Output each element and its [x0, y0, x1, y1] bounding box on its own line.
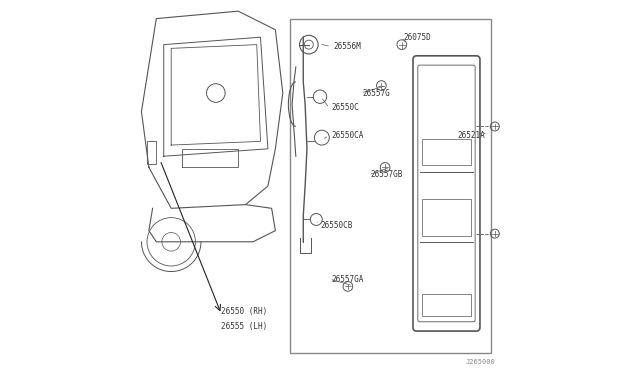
Text: J265000: J265000	[465, 359, 495, 365]
Text: 26550CA: 26550CA	[331, 131, 364, 140]
Text: 26550C: 26550C	[331, 103, 359, 112]
Text: 26556M: 26556M	[333, 42, 361, 51]
Bar	[422, 199, 470, 236]
Text: 26555 (LH): 26555 (LH)	[221, 322, 268, 331]
Bar	[422, 294, 470, 316]
Text: 26557GA: 26557GA	[331, 275, 364, 283]
Bar	[422, 138, 470, 164]
Text: 26557GB: 26557GB	[370, 170, 403, 179]
Text: 26557G: 26557G	[363, 89, 390, 97]
Bar	[147, 141, 156, 164]
Bar	[291, 19, 491, 353]
Text: 26075D: 26075D	[404, 33, 431, 42]
Text: 26521A: 26521A	[458, 131, 486, 140]
Text: 26550CB: 26550CB	[320, 221, 353, 230]
Text: 26550 (RH): 26550 (RH)	[221, 307, 268, 316]
